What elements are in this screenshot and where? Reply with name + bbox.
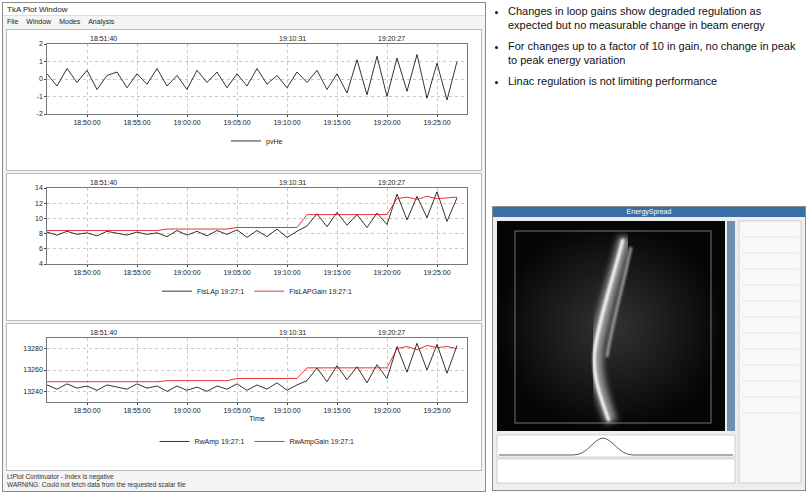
svg-text:19:00:00: 19:00:00 [173,407,200,414]
svg-text:Time: Time [249,415,264,422]
svg-text:4: 4 [39,260,43,267]
svg-text:8: 8 [39,230,43,237]
svg-text:18:50:00: 18:50:00 [73,119,100,126]
svg-text:19:20:27: 19:20:27 [378,329,405,336]
svg-text:18:50:00: 18:50:00 [73,269,100,276]
svg-text:19:10:31: 19:10:31 [279,35,306,42]
svg-text:pvHe: pvHe [266,138,282,146]
svg-text:1: 1 [39,58,43,65]
svg-text:FisLAPGain 19:27:1: FisLAPGain 19:27:1 [289,288,352,295]
svg-text:19:25:00: 19:25:00 [423,407,450,414]
html-text:Modes: Modes [59,18,81,25]
svg-text:19:20:27: 19:20:27 [378,35,405,42]
svg-text:19:00:00: 19:00:00 [173,119,200,126]
svg-text:12: 12 [35,200,43,207]
svg-text:19:20:27: 19:20:27 [378,179,405,186]
svg-text:19:20:00: 19:20:00 [373,269,400,276]
svg-text:RwAmp 19:27:1: RwAmp 19:27:1 [195,438,245,446]
svg-text:19:25:00: 19:25:00 [423,269,450,276]
svg-text:18:55:00: 18:55:00 [123,269,150,276]
svg-text:19:10:31: 19:10:31 [279,179,306,186]
svg-text:19:15:00: 19:15:00 [323,269,350,276]
html-text:Linac regulation is not limiti: Linac regulation is not limiting perform… [508,75,718,87]
svg-text:0: 0 [39,75,43,82]
svg-text:13280: 13280 [23,345,43,352]
svg-text:-2: -2 [37,110,43,117]
svg-text:19:05:00: 19:05:00 [223,407,250,414]
svg-text:19:20:00: 19:20:00 [373,119,400,126]
svg-text:19:05:00: 19:05:00 [223,119,250,126]
svg-text:18:51:40: 18:51:40 [90,329,117,336]
svg-text:19:15:00: 19:15:00 [323,119,350,126]
svg-text:FisLAp 19:27:1: FisLAp 19:27:1 [197,288,244,296]
html-text:File: File [7,18,19,25]
svg-text:10: 10 [35,215,43,222]
svg-text:19:15:00: 19:15:00 [323,407,350,414]
svg-text:18:51:40: 18:51:40 [90,179,117,186]
html-text:Window: Window [26,18,52,25]
html-text:WARNING: Could not fetch data: WARNING: Could not fetch data from the r… [7,481,186,488]
html-text:LtPlot Continuator - Index is: LtPlot Continuator - Index is negative [7,473,114,480]
svg-text:RwAmpGain 19:27:1: RwAmpGain 19:27:1 [289,438,354,446]
html-text:TkA Plot Window: TkA Plot Window [7,5,68,14]
svg-text:13260: 13260 [23,366,43,373]
svg-text:19:10:00: 19:10:00 [273,407,300,414]
svg-text:18:50:00: 18:50:00 [73,407,100,414]
svg-text:19:10:00: 19:10:00 [273,119,300,126]
html-text:For changes up to a factor of: For changes up to a factor of 10 in gain… [508,40,796,66]
svg-text:19:00:00: 19:00:00 [173,269,200,276]
svg-text:19:10:31: 19:10:31 [279,329,306,336]
html-text:EnergySpread: EnergySpread [626,208,672,215]
html-text:Changes in loop gains show deg: Changes in loop gains show degraded regu… [508,5,765,31]
svg-text:19:20:00: 19:20:00 [373,407,400,414]
svg-text:2: 2 [39,40,43,47]
svg-text:-1: -1 [37,93,43,100]
svg-text:13240: 13240 [23,388,43,395]
svg-text:18:51:40: 18:51:40 [90,35,117,42]
html-text:Analysis: Analysis [88,18,115,25]
svg-text:19:05:00: 19:05:00 [223,269,250,276]
svg-text:6: 6 [39,245,43,252]
svg-text:19:25:00: 19:25:00 [423,119,450,126]
svg-text:14: 14 [35,184,43,191]
svg-text:18:55:00: 18:55:00 [123,119,150,126]
svg-text:18:55:00: 18:55:00 [123,407,150,414]
svg-text:19:10:00: 19:10:00 [273,269,300,276]
